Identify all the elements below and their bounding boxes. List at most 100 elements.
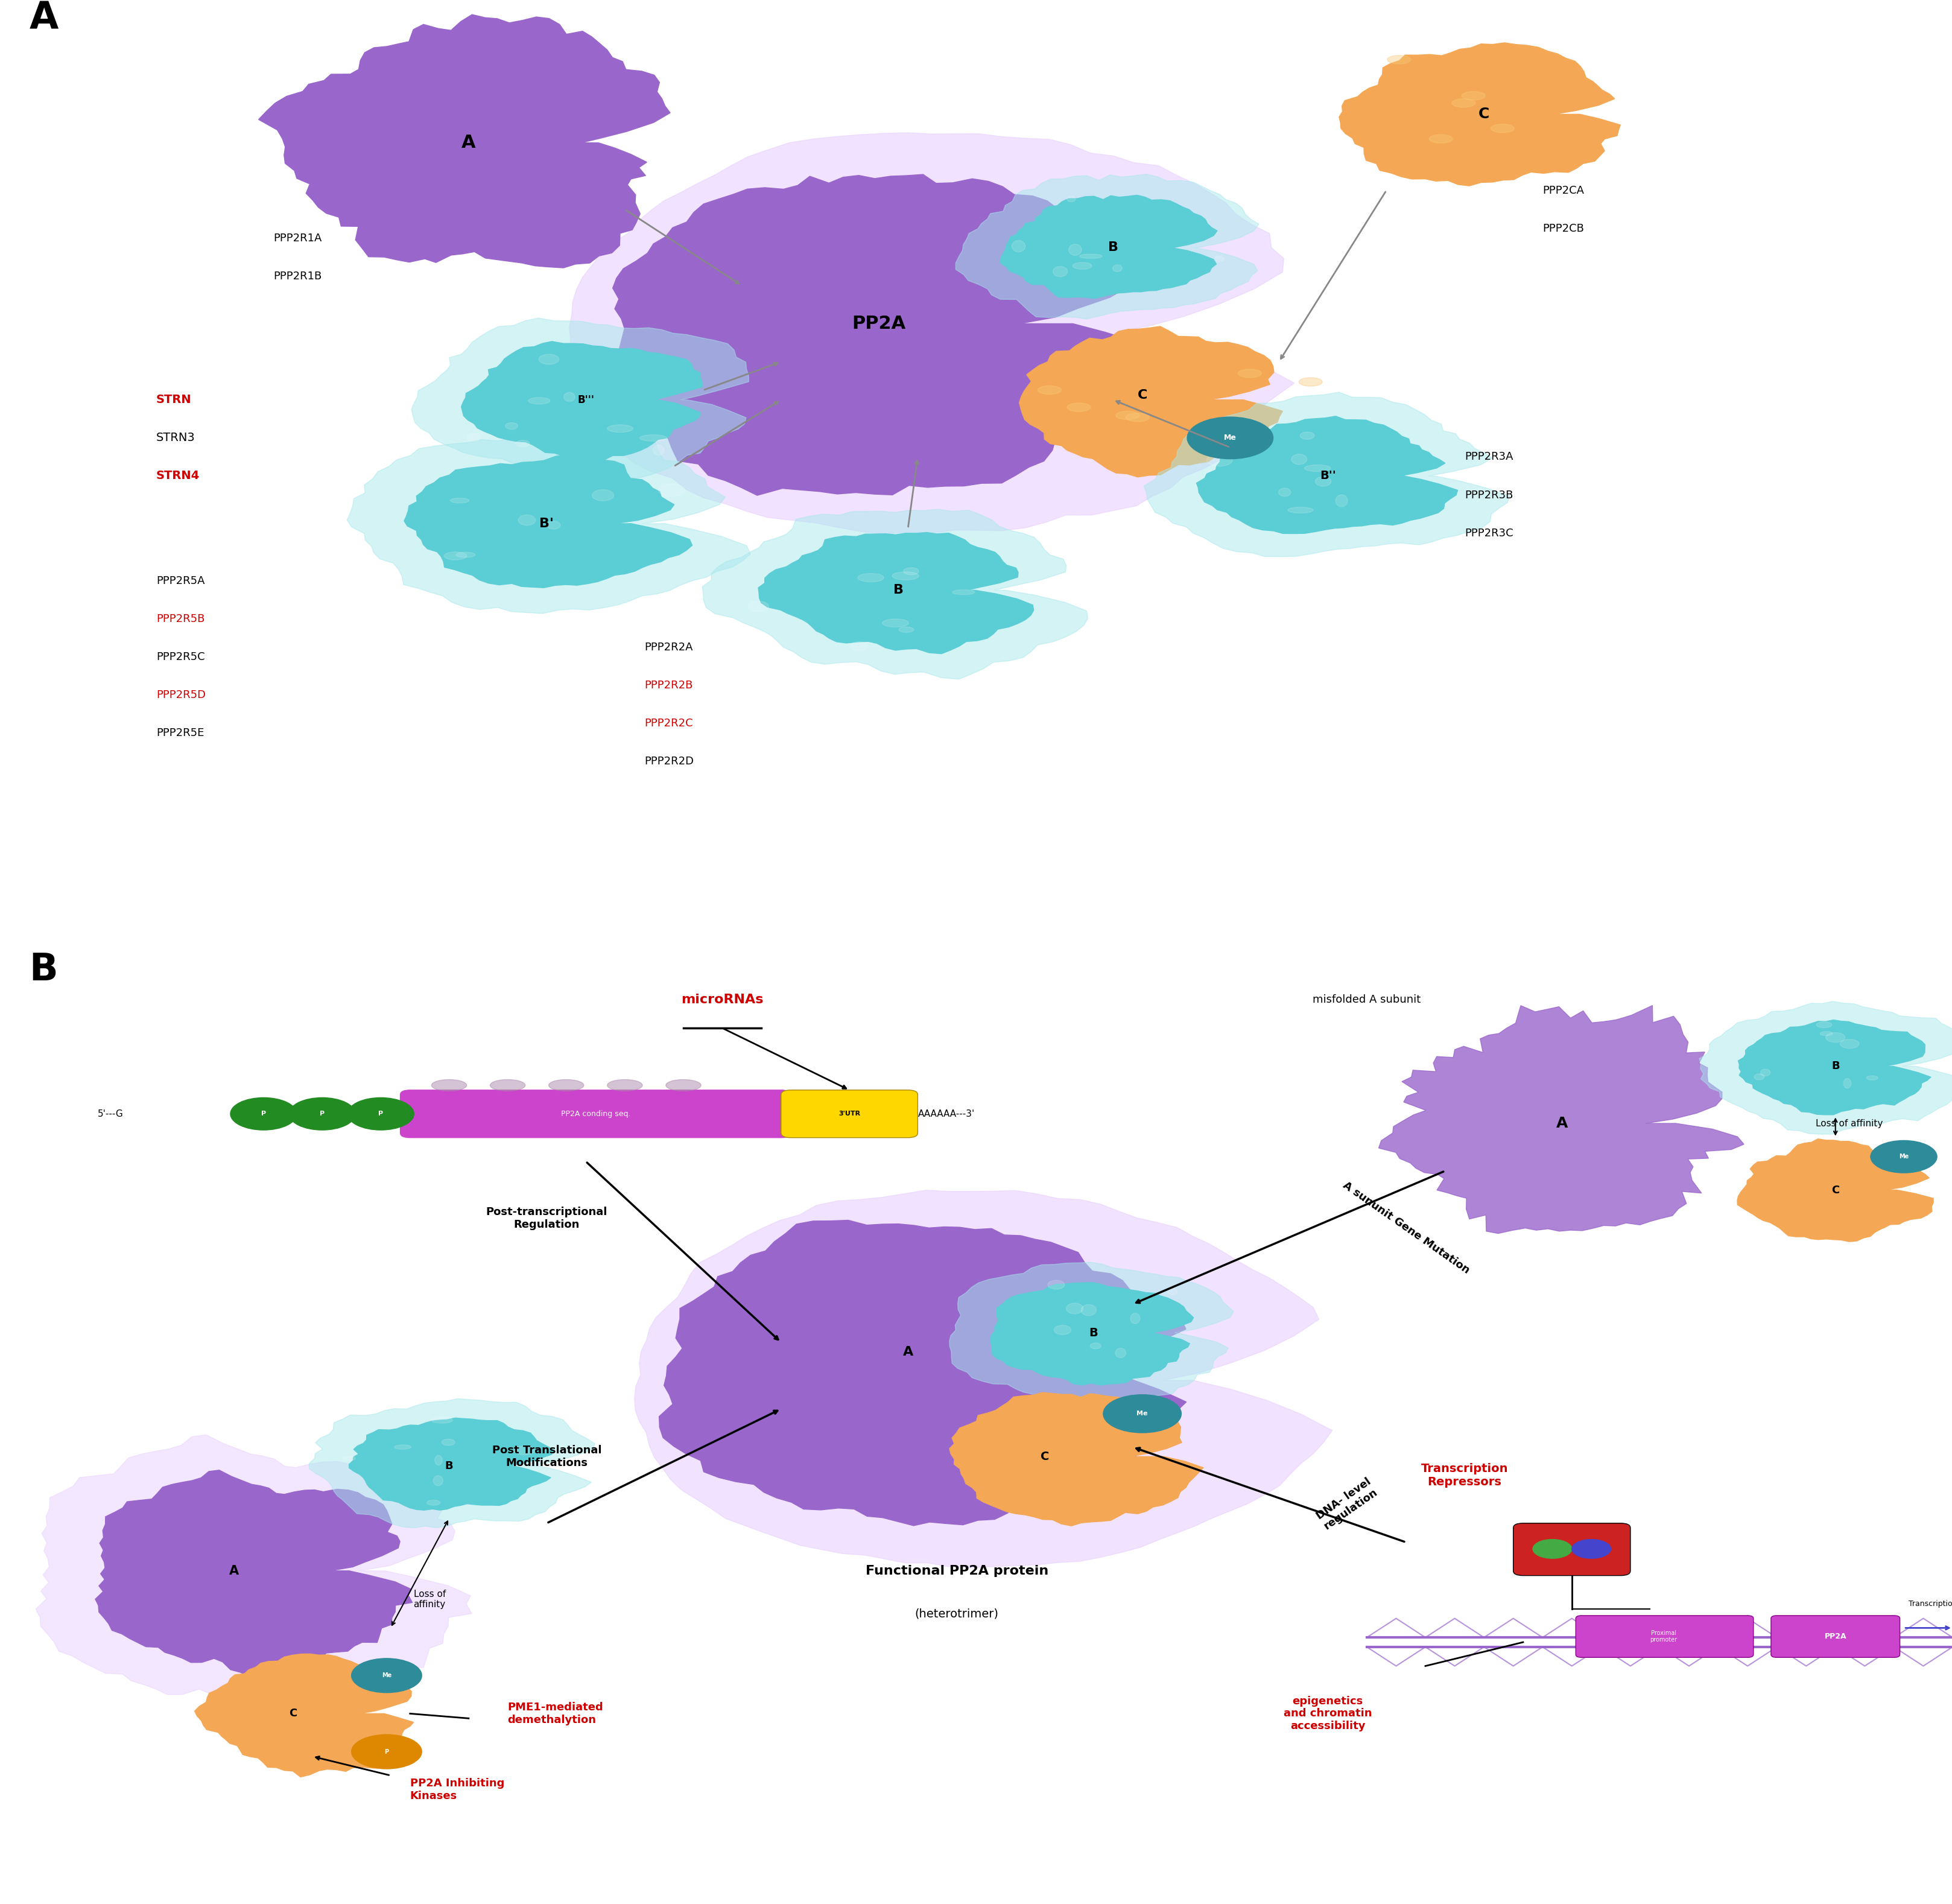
Ellipse shape xyxy=(1089,1342,1101,1348)
Polygon shape xyxy=(949,1392,1202,1525)
Text: STRN4: STRN4 xyxy=(156,470,199,482)
Ellipse shape xyxy=(953,590,974,594)
Ellipse shape xyxy=(607,425,632,432)
Text: P: P xyxy=(320,1110,324,1118)
Circle shape xyxy=(351,1735,422,1769)
Text: Post-transcriptional
Regulation: Post-transcriptional Regulation xyxy=(486,1207,607,1230)
Circle shape xyxy=(230,1097,297,1129)
Ellipse shape xyxy=(431,1417,453,1422)
Ellipse shape xyxy=(892,571,919,581)
Polygon shape xyxy=(1698,1002,1952,1135)
Text: PP2A Inhibiting
Kinases: PP2A Inhibiting Kinases xyxy=(410,1778,504,1801)
Text: PPP2R5E: PPP2R5E xyxy=(156,727,205,739)
Ellipse shape xyxy=(1819,1032,1833,1036)
Text: C: C xyxy=(1040,1451,1048,1462)
Text: PPP2R1B: PPP2R1B xyxy=(273,270,322,282)
Circle shape xyxy=(1571,1538,1610,1557)
Ellipse shape xyxy=(1054,1325,1072,1335)
Ellipse shape xyxy=(849,642,867,651)
FancyBboxPatch shape xyxy=(1575,1615,1753,1656)
Ellipse shape xyxy=(455,552,474,558)
Circle shape xyxy=(1103,1394,1181,1432)
Ellipse shape xyxy=(1130,1314,1140,1323)
Text: C: C xyxy=(1478,107,1489,122)
Ellipse shape xyxy=(394,1445,410,1449)
Polygon shape xyxy=(347,426,750,613)
Ellipse shape xyxy=(1113,265,1122,272)
Text: microRNAs: microRNAs xyxy=(681,994,763,1005)
Ellipse shape xyxy=(1761,1070,1770,1076)
Ellipse shape xyxy=(513,1445,535,1455)
Ellipse shape xyxy=(1206,453,1232,466)
Text: DNA- level
regulation: DNA- level regulation xyxy=(1314,1476,1380,1533)
Text: A: A xyxy=(29,0,59,36)
Polygon shape xyxy=(613,175,1169,495)
Ellipse shape xyxy=(564,392,574,402)
Ellipse shape xyxy=(1115,411,1138,419)
Ellipse shape xyxy=(1167,1289,1177,1295)
Text: AAAAAA---3': AAAAAA---3' xyxy=(917,1110,974,1118)
Text: Functional PP2A protein: Functional PP2A protein xyxy=(865,1565,1048,1577)
Text: P: P xyxy=(379,1110,383,1118)
Polygon shape xyxy=(1144,392,1509,556)
Ellipse shape xyxy=(591,489,613,501)
Ellipse shape xyxy=(658,484,685,497)
Text: B'': B'' xyxy=(1320,470,1335,482)
Text: Loss of
affinity: Loss of affinity xyxy=(414,1590,445,1609)
Text: P: P xyxy=(262,1110,265,1118)
Ellipse shape xyxy=(1300,432,1314,440)
Text: PPP2R5B: PPP2R5B xyxy=(156,613,205,625)
Ellipse shape xyxy=(1115,1348,1126,1358)
Text: Post Translational
Modifications: Post Translational Modifications xyxy=(492,1445,601,1468)
Ellipse shape xyxy=(1081,1304,1095,1316)
Ellipse shape xyxy=(1825,1032,1845,1041)
Ellipse shape xyxy=(431,1080,467,1091)
Text: Me: Me xyxy=(381,1672,392,1679)
Text: PPP2R3C: PPP2R3C xyxy=(1464,527,1513,539)
Ellipse shape xyxy=(1066,1302,1083,1314)
Ellipse shape xyxy=(1068,404,1091,411)
Ellipse shape xyxy=(515,440,529,447)
FancyBboxPatch shape xyxy=(1770,1615,1899,1656)
Polygon shape xyxy=(258,15,670,268)
Text: PPP2R2C: PPP2R2C xyxy=(644,718,693,729)
Polygon shape xyxy=(1197,417,1458,533)
Text: PPP2CB: PPP2CB xyxy=(1542,223,1583,234)
Polygon shape xyxy=(949,1262,1234,1407)
Text: STRN3: STRN3 xyxy=(156,432,195,444)
Ellipse shape xyxy=(748,602,769,611)
Ellipse shape xyxy=(1753,1074,1765,1080)
Text: B: B xyxy=(1107,242,1118,253)
Circle shape xyxy=(289,1097,355,1129)
FancyBboxPatch shape xyxy=(400,1089,791,1137)
Polygon shape xyxy=(1019,326,1282,478)
Text: STRN: STRN xyxy=(156,394,191,406)
Ellipse shape xyxy=(1238,369,1261,377)
Text: B': B' xyxy=(539,518,554,529)
Polygon shape xyxy=(404,455,693,588)
Ellipse shape xyxy=(506,423,517,430)
Ellipse shape xyxy=(1386,55,1409,65)
Polygon shape xyxy=(955,173,1259,320)
Polygon shape xyxy=(412,318,748,486)
Polygon shape xyxy=(999,194,1216,299)
Text: PPP2R5A: PPP2R5A xyxy=(156,575,205,586)
Ellipse shape xyxy=(1011,240,1025,251)
Ellipse shape xyxy=(1066,196,1076,202)
Text: Loss of affinity: Loss of affinity xyxy=(1815,1120,1882,1127)
Ellipse shape xyxy=(547,522,560,529)
Text: PP2A conding seq.: PP2A conding seq. xyxy=(560,1110,630,1118)
Ellipse shape xyxy=(529,398,550,404)
Text: B: B xyxy=(445,1460,453,1472)
Ellipse shape xyxy=(1304,465,1329,472)
Text: Me: Me xyxy=(1224,434,1236,442)
Ellipse shape xyxy=(433,1476,443,1485)
Text: B: B xyxy=(1089,1327,1097,1339)
Text: A: A xyxy=(902,1346,914,1358)
Text: Proximal
promoter: Proximal promoter xyxy=(1649,1630,1677,1643)
Ellipse shape xyxy=(1052,267,1068,276)
Ellipse shape xyxy=(1839,1040,1858,1049)
Polygon shape xyxy=(568,133,1294,533)
Text: B: B xyxy=(29,952,59,988)
Text: PPP2R5D: PPP2R5D xyxy=(156,689,205,701)
